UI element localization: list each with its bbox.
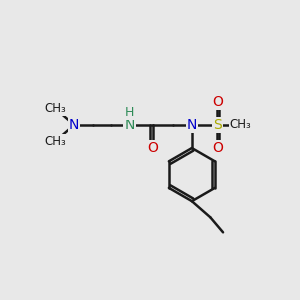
Text: O: O xyxy=(212,141,223,155)
Text: H: H xyxy=(125,106,134,119)
Text: CH₃: CH₃ xyxy=(45,102,67,115)
Text: O: O xyxy=(212,95,223,109)
Text: O: O xyxy=(147,141,158,155)
Text: N: N xyxy=(124,118,135,132)
Text: N: N xyxy=(69,118,79,132)
Text: CH₃: CH₃ xyxy=(45,135,67,148)
Text: CH₃: CH₃ xyxy=(230,118,251,131)
Text: S: S xyxy=(213,118,222,132)
Text: N: N xyxy=(187,118,197,132)
